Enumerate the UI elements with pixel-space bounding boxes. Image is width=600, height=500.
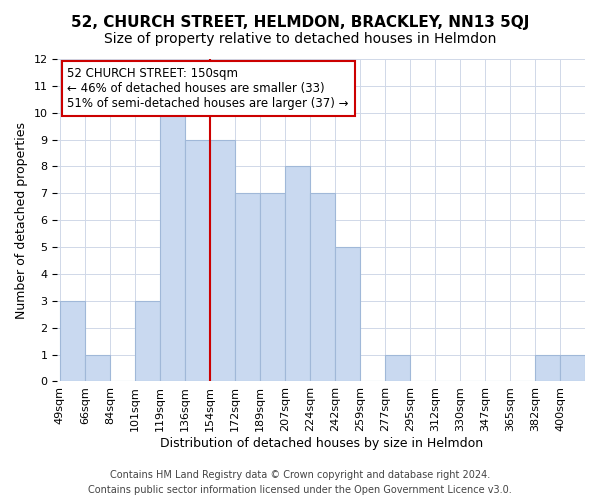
Bar — [85, 354, 110, 382]
Bar — [160, 112, 185, 382]
Bar — [385, 354, 410, 382]
Bar — [210, 140, 235, 382]
Bar — [235, 194, 260, 382]
Text: 52 CHURCH STREET: 150sqm
← 46% of detached houses are smaller (33)
51% of semi-d: 52 CHURCH STREET: 150sqm ← 46% of detach… — [67, 67, 349, 110]
Bar — [60, 301, 85, 382]
Bar — [185, 140, 210, 382]
Bar — [260, 194, 285, 382]
Bar — [310, 194, 335, 382]
Bar — [135, 301, 160, 382]
Bar — [535, 354, 560, 382]
Bar — [335, 247, 360, 382]
Y-axis label: Number of detached properties: Number of detached properties — [15, 122, 28, 318]
Bar — [560, 354, 585, 382]
Text: Size of property relative to detached houses in Helmdon: Size of property relative to detached ho… — [104, 32, 496, 46]
X-axis label: Distribution of detached houses by size in Helmdon: Distribution of detached houses by size … — [160, 437, 483, 450]
Text: Contains HM Land Registry data © Crown copyright and database right 2024.
Contai: Contains HM Land Registry data © Crown c… — [88, 470, 512, 495]
Bar — [285, 166, 310, 382]
Text: 52, CHURCH STREET, HELMDON, BRACKLEY, NN13 5QJ: 52, CHURCH STREET, HELMDON, BRACKLEY, NN… — [71, 15, 529, 30]
